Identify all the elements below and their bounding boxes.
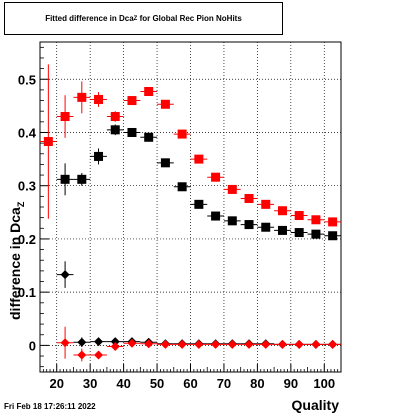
title-subscript: Z <box>133 15 138 22</box>
y-tick-label: 0.1 <box>18 285 36 300</box>
x-tick-label: 90 <box>284 376 298 391</box>
diamond-marker <box>227 339 237 349</box>
x-tick-label: 100 <box>313 376 335 391</box>
diamond-marker <box>261 339 271 349</box>
y-tick-label: 0.3 <box>18 179 36 194</box>
square-marker <box>43 137 53 147</box>
square-marker <box>77 174 87 184</box>
title-prefix: Fitted difference in Dca <box>45 14 134 23</box>
square-marker <box>277 225 287 235</box>
square-marker <box>94 151 104 161</box>
diamond-marker <box>144 339 154 349</box>
square-marker <box>211 211 221 221</box>
x-tick-label: 40 <box>116 376 130 391</box>
x-axis-label: Quality <box>291 397 339 413</box>
diamond-marker <box>60 338 70 348</box>
square-marker <box>328 231 338 241</box>
x-tick-label: 80 <box>250 376 264 391</box>
square-marker <box>261 222 271 232</box>
square-marker <box>227 184 237 194</box>
x-tick-label: 30 <box>83 376 97 391</box>
y-tick-label: 0.4 <box>18 125 37 140</box>
square-marker <box>160 158 170 168</box>
square-marker <box>60 112 70 122</box>
square-marker <box>127 127 137 137</box>
diamond-marker <box>94 350 104 360</box>
square-marker <box>127 96 137 106</box>
square-marker <box>77 92 87 102</box>
square-marker <box>110 125 120 135</box>
y-tick-label: 0.2 <box>18 232 36 247</box>
diamond-marker <box>294 339 304 349</box>
diamond-marker <box>77 337 87 347</box>
diamond-marker <box>77 350 87 360</box>
square-marker <box>277 206 287 216</box>
square-marker <box>94 94 104 104</box>
square-marker <box>328 217 338 227</box>
square-marker <box>110 112 120 122</box>
diamond-marker <box>194 339 204 349</box>
y-tick-label: 0.5 <box>18 72 36 87</box>
diamond-marker <box>211 339 221 349</box>
diamond-marker <box>110 341 120 351</box>
diamond-marker <box>94 337 104 347</box>
diamond-marker <box>311 339 321 349</box>
square-marker <box>160 99 170 109</box>
x-tick-label: 70 <box>217 376 231 391</box>
square-marker <box>60 174 70 184</box>
chart-title: Fitted difference in Dca Z for Global Re… <box>4 2 283 35</box>
square-marker <box>177 129 187 139</box>
square-marker <box>194 199 204 209</box>
diamond-marker <box>127 338 137 348</box>
square-marker <box>144 132 154 142</box>
square-marker <box>194 154 204 164</box>
x-tick-label: 20 <box>49 376 63 391</box>
square-marker <box>244 193 254 203</box>
x-tick-label: 50 <box>150 376 164 391</box>
diamond-marker <box>277 339 287 349</box>
diamond-marker <box>328 339 338 349</box>
square-marker <box>144 87 154 96</box>
square-marker <box>294 228 304 238</box>
diamond-marker <box>177 339 187 349</box>
y-axis-label: difference in DcaZ <box>7 201 26 320</box>
x-tick-label: 60 <box>183 376 197 391</box>
square-marker <box>311 229 321 239</box>
timestamp-footer: Fri Feb 18 17:26:11 2022 <box>4 402 96 411</box>
diamond-marker <box>160 339 170 349</box>
diamond-marker <box>244 339 254 349</box>
title-suffix: for Global Rec Pion NoHits <box>139 14 242 23</box>
diamond-marker <box>60 270 70 280</box>
square-marker <box>311 215 321 225</box>
square-marker <box>261 199 271 209</box>
square-marker <box>177 182 187 192</box>
square-marker <box>227 216 237 226</box>
y-tick-label: 0 <box>29 338 36 353</box>
diamond-marker <box>110 337 120 347</box>
square-marker <box>294 211 304 221</box>
square-marker <box>211 172 221 182</box>
square-marker <box>244 220 254 230</box>
